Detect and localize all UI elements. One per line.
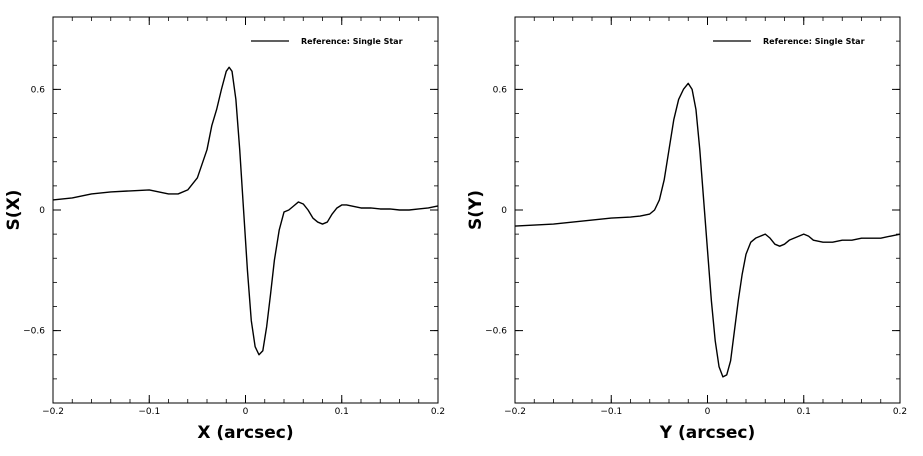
x-tick-label: −0.2 [42, 407, 64, 417]
chart-panel-2: −0.2 −0.1 0 0.1 0.2 −0.6 0 0.6 Y (arcsec) S(Y) Ref… [466, 16, 907, 443]
legend-label: Reference: Single Star [763, 37, 865, 46]
series-line [514, 82, 901, 378]
y-axis-title: S(Y) [466, 190, 486, 230]
x-tick-label: 0.2 [431, 407, 445, 417]
y-tick-label: 0 [501, 206, 507, 216]
y-axis-title: S(X) [4, 190, 24, 231]
x-tick-label: −0.1 [138, 407, 160, 417]
y-tick-label: −0.6 [485, 327, 507, 337]
y-tick-label: 0.6 [31, 85, 46, 95]
x-tick-label: −0.2 [504, 407, 526, 417]
x-axis-title: X (arcsec) [197, 423, 293, 443]
legend-label: Reference: Single Star [301, 37, 403, 46]
plot-frame [52, 16, 439, 404]
x-tick-label: 0 [243, 407, 249, 417]
series-line [52, 66, 439, 356]
x-tick-label: −0.1 [600, 407, 622, 417]
x-axis-title: Y (arcsec) [659, 423, 755, 443]
y-tick-label: 0 [39, 206, 45, 216]
x-tick-label: 0 [705, 407, 711, 417]
x-tick-label: 0.1 [335, 407, 349, 417]
y-tick-label: 0.6 [493, 85, 508, 95]
x-tick-label: 0.1 [797, 407, 811, 417]
x-tick-label: 0.2 [893, 407, 907, 417]
y-tick-label: −0.6 [23, 327, 45, 337]
plot-frame [514, 16, 901, 404]
chart-panel-1: −0.2 −0.1 0 0.1 0.2 −0.6 0 0.6 X (arcsec) S(X) Ref… [4, 16, 445, 443]
